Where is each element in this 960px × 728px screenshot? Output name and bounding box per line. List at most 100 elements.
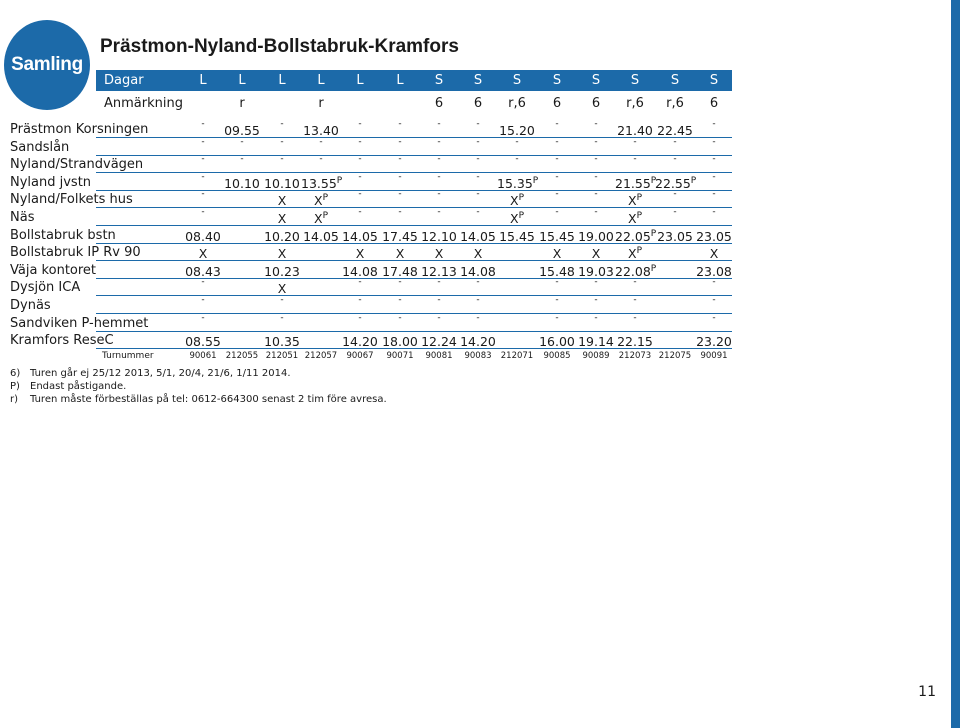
row-divider [96,347,732,349]
time-cell: 23.08 [696,264,732,279]
time-cell: - [398,313,402,323]
time-cell: X [198,246,208,261]
time-cell: - [437,295,441,305]
row-divider [96,259,732,261]
time-cell: X [395,246,405,261]
time-cell: - [476,172,480,182]
time-cell: - [476,189,480,199]
time-cell: - [633,313,637,323]
time-cell: - [358,189,362,199]
remarks-label: Anmärkning [104,96,183,111]
boarding-only-mark: P [518,193,524,203]
time-cell: X [355,246,365,261]
time-cell: 22.05P [615,229,657,245]
day-cell: S [434,73,444,88]
days-header-bar [96,70,732,91]
time-cell: - [437,137,441,147]
time-cell: - [633,154,637,164]
day-cell: L [199,73,207,88]
time-cell: 15.45 [539,229,575,244]
time-cell: 17.48 [382,264,418,279]
time-cell: 19.00 [578,229,614,244]
time-cell: - [398,154,402,164]
time-cell: - [476,295,480,305]
time-cell: 14.08 [342,264,378,279]
stop-name: Näs [10,210,35,225]
stop-name: Dynäs [10,298,51,313]
time-cell: - [437,207,441,217]
time-cell: - [712,189,716,199]
footnote-key: 6) [10,368,21,379]
remark-cell: r,6 [626,96,644,111]
time-cell: - [673,154,677,164]
time-cell: 22.45 [657,123,693,138]
boarding-only-mark: P [636,193,642,203]
time-cell: - [555,207,559,217]
time-cell: - [358,137,362,147]
trip-number: 212073 [618,351,652,361]
time-cell: 09.55 [224,123,260,138]
time-cell: - [201,189,205,199]
time-cell: - [476,277,480,287]
time-cell: - [358,207,362,217]
time-cell: - [594,154,598,164]
time-cell: X [434,246,444,261]
time-cell: - [555,119,559,129]
time-cell: 22.15 [617,334,653,349]
time-cell: - [201,295,205,305]
time-cell: XP [313,193,328,209]
time-cell: - [712,137,716,147]
time-cell: 23.05 [696,229,732,244]
time-cell: - [358,313,362,323]
page-edge-bar [951,0,960,728]
stop-name: Prästmon Korsningen [10,122,149,137]
time-cell: X [277,246,287,261]
day-cell: S [591,73,601,88]
time-cell: 08.40 [185,229,221,244]
days-label: Dagar [104,73,144,88]
boarding-only-mark: P [336,176,343,186]
row-divider [96,171,732,173]
time-cell: - [437,119,441,129]
trip-number: 90083 [464,351,492,361]
row-divider [96,224,732,226]
time-cell: X [473,246,483,261]
time-cell: - [594,189,598,199]
time-cell: 08.43 [185,264,221,279]
stop-name: Dysjön ICA [10,280,81,295]
time-cell: - [437,172,441,182]
time-cell: - [398,119,402,129]
time-cell: - [594,172,598,182]
time-cell: 23.05 [657,229,693,244]
day-cell: L [238,73,246,88]
time-cell: 15.45 [499,229,535,244]
boarding-only-mark: P [636,211,642,221]
footnote-text: Turen måste förbeställas på tel: 0612-66… [30,394,387,405]
remark-cell: 6 [434,96,444,111]
time-cell: - [437,313,441,323]
boarding-only-mark: P [636,246,642,256]
time-cell: - [201,277,205,287]
trip-number: 90091 [700,351,728,361]
samling-badge: Samling [4,20,90,110]
time-cell: - [515,154,519,164]
footnote: 6) Turen går ej 25/12 2013, 5/1, 20/4, 21… [10,368,291,379]
trip-number: 90071 [386,351,414,361]
time-cell: - [398,295,402,305]
time-cell: - [201,119,205,129]
stop-name: Nyland/Strandvägen [10,157,144,172]
time-cell: - [673,207,677,217]
time-cell: - [594,207,598,217]
time-cell: 08.55 [185,334,221,349]
time-cell: - [712,313,716,323]
time-cell: X [277,211,287,226]
boarding-only-mark: P [322,193,328,203]
time-cell: - [476,119,480,129]
time-cell: - [240,154,244,164]
day-cell: S [709,73,719,88]
boarding-only-mark: P [518,211,524,221]
time-cell: - [594,313,598,323]
time-cell: 21.40 [617,123,653,138]
time-cell: - [555,277,559,287]
row-divider [96,277,732,279]
